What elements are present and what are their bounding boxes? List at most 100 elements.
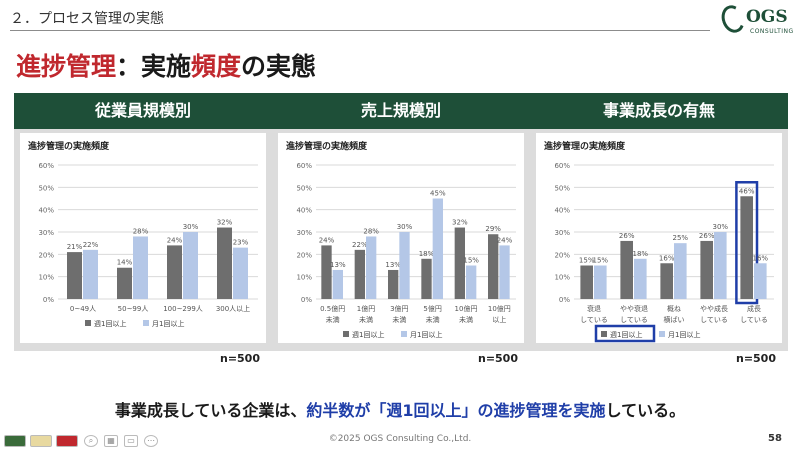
legend-swatch — [343, 331, 349, 337]
chart-container: 進捗管理の実施頻度 0% 10% 20% 30% 40% 50% 60% 15% 15% 衰退 してい… — [536, 133, 782, 343]
more-options-icon[interactable]: ⋯ — [144, 435, 158, 447]
legend-swatch — [401, 331, 407, 337]
menu-icon[interactable] — [56, 435, 78, 447]
bar — [133, 236, 148, 299]
y-tick-label: 10% — [38, 274, 54, 282]
data-label: 21% — [67, 243, 83, 251]
video-icon[interactable]: ▭ — [124, 435, 138, 447]
chart-container: 進捗管理の実施頻度 0% 10% 20% 30% 40% 50% 60% 24% 13% 0.5億円… — [278, 133, 524, 343]
legend-label: 月1回以上 — [152, 319, 184, 328]
x-tick-label: 5億円 — [423, 304, 441, 313]
data-label: 15% — [463, 257, 479, 265]
data-label: 22% — [83, 241, 99, 249]
y-tick-label: 60% — [296, 162, 312, 170]
sample-size-label: n=500 — [477, 352, 518, 365]
bar — [620, 240, 633, 299]
data-label: 14% — [117, 259, 133, 267]
y-tick-label: 0% — [559, 296, 570, 304]
bar — [217, 227, 232, 299]
x-tick-label: 未満 — [426, 315, 440, 324]
bar — [332, 269, 343, 299]
bar — [700, 240, 713, 299]
logo-ring-icon — [717, 2, 749, 36]
sample-size-label: n=500 — [735, 352, 776, 365]
company-logo: OGS CONSULTING — [717, 2, 794, 40]
x-tick-label: 3億円 — [390, 304, 408, 313]
bar — [421, 258, 432, 299]
conclusion-text: 事業成長している企業は、約半数が「週1回以上」の進捗管理を実施している。 — [0, 397, 800, 421]
copyright: ©2025 OGS Consulting Co.,Ltd. — [328, 434, 472, 444]
bar — [83, 249, 98, 299]
x-tick-label: 300人以上 — [216, 304, 250, 313]
y-tick-label: 50% — [296, 184, 312, 192]
x-tick-label: 50~99人 — [118, 305, 149, 313]
y-tick-label: 30% — [38, 229, 54, 237]
x-tick-label: 未満 — [326, 315, 340, 324]
bar — [354, 249, 365, 299]
x-tick-label: 未満 — [459, 315, 473, 324]
data-label: 16% — [659, 254, 675, 262]
title-part-4: の実態 — [241, 52, 317, 81]
panel-heading: 従業員規模別 — [14, 93, 272, 129]
data-label: 24% — [497, 236, 513, 244]
chart-title: 進捗管理の実施頻度 — [28, 140, 110, 152]
bar — [660, 263, 673, 299]
y-tick-label: 40% — [554, 207, 570, 215]
legend-label: 月1回以上 — [668, 330, 700, 339]
prev-slide-icon[interactable] — [4, 435, 26, 447]
y-tick-label: 30% — [296, 229, 312, 237]
bar — [399, 232, 410, 299]
data-label: 13% — [330, 261, 346, 269]
x-tick-label: 未満 — [392, 315, 406, 324]
data-label: 23% — [233, 239, 249, 247]
data-label: 32% — [452, 219, 468, 227]
legend-swatch — [85, 320, 91, 326]
data-label: 15% — [579, 257, 595, 265]
x-tick-label: やや成長 — [700, 304, 728, 313]
chart-revenue-size: 進捗管理の実施頻度 0% 10% 20% 30% 40% 50% 60% 24% 13% 0.5億円… — [286, 140, 516, 339]
x-tick-label: 0.5億円 — [320, 304, 345, 313]
logo-subtext: CONSULTING — [750, 28, 794, 35]
sample-size-label: n=500 — [219, 352, 260, 365]
bar — [183, 232, 198, 299]
x-tick-label: 概ね — [667, 304, 681, 313]
legend-label: 週1回以上 — [610, 330, 642, 339]
title-part-3: 頻度 — [191, 52, 242, 81]
bar — [167, 245, 182, 299]
bar — [466, 265, 477, 299]
y-tick-label: 20% — [38, 251, 54, 259]
section-label: ２．プロセス管理の実態 — [10, 11, 164, 27]
y-tick-label: 50% — [38, 184, 54, 192]
zoom-icon[interactable]: ⌕ — [84, 435, 98, 447]
header-divider — [10, 30, 710, 31]
next-slide-icon[interactable] — [30, 435, 52, 447]
data-label: 13% — [385, 261, 401, 269]
legend-swatch — [601, 331, 607, 337]
grid-view-icon[interactable]: ▦ — [104, 435, 118, 447]
panel-employee-size: 従業員規模別 進捗管理の実施頻度 0% 10% 20% 30% 40% 50% 60% 21% 2… — [14, 93, 272, 351]
bar — [233, 247, 248, 299]
y-tick-label: 20% — [296, 251, 312, 259]
data-label: 26% — [619, 232, 635, 240]
y-tick-label: 30% — [554, 229, 570, 237]
title-part-2: ：実施 — [116, 52, 192, 81]
legend-swatch — [659, 331, 665, 337]
data-label: 29% — [485, 225, 501, 233]
logo-text: OGS — [746, 7, 788, 27]
bar — [366, 236, 377, 299]
panel-heading: 売上規模別 — [272, 93, 530, 129]
x-tick-label: 10億円 — [455, 304, 478, 313]
data-label: 28% — [133, 227, 149, 235]
data-label: 25% — [673, 234, 689, 242]
chart-container: 進捗管理の実施頻度 0% 10% 20% 30% 40% 50% 60% 21% 22% 0~49人… — [20, 133, 266, 343]
data-label: 18% — [633, 250, 649, 258]
data-label: 30% — [397, 223, 413, 231]
x-tick-label: している — [580, 316, 608, 324]
bar — [594, 265, 607, 299]
data-label: 30% — [713, 223, 729, 231]
bar — [714, 232, 727, 299]
x-tick-label: 以上 — [492, 315, 506, 324]
data-label: 24% — [319, 236, 335, 244]
bar — [499, 245, 510, 299]
chart-employee-size: 進捗管理の実施頻度 0% 10% 20% 30% 40% 50% 60% 21% 22% 0~49人… — [28, 140, 258, 328]
